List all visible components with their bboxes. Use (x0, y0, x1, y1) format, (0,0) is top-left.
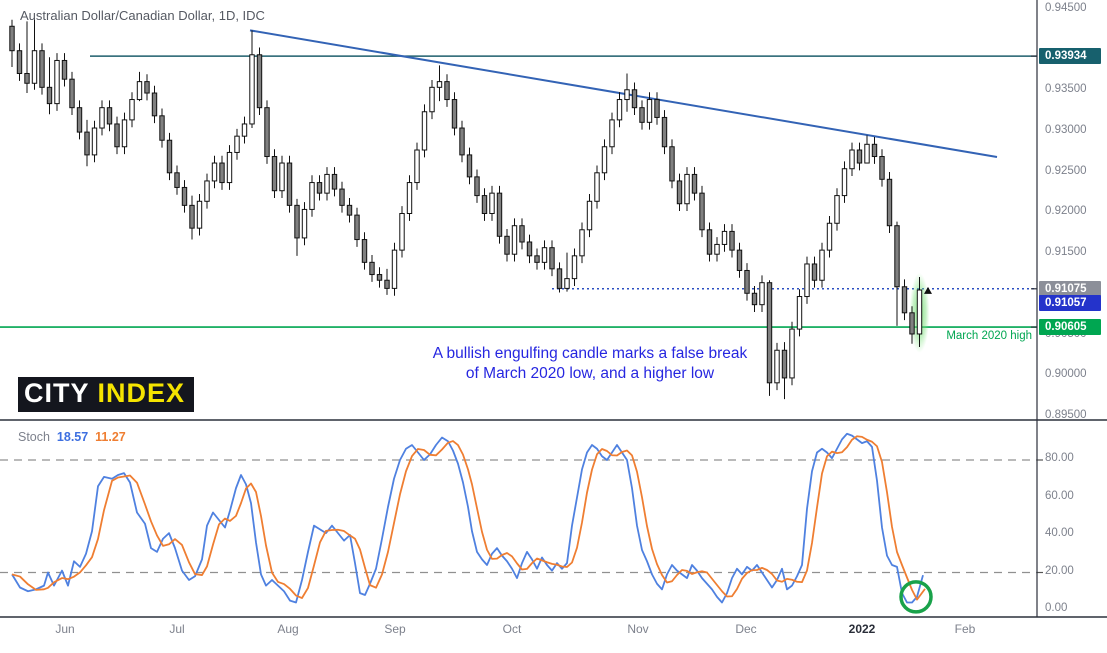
price-tick: 0.90000 (1045, 368, 1087, 380)
chart-title: Australian Dollar/Canadian Dollar, 1D, I… (20, 8, 265, 23)
stoch-tick: 20.00 (1045, 565, 1074, 577)
month-label: Jun (55, 622, 75, 636)
month-label: Sep (384, 622, 406, 636)
logo-word-index: INDEX (97, 378, 186, 408)
annotation-line-1: A bullish engulfing candle marks a false… (432, 345, 748, 362)
month-label: Oct (502, 622, 522, 636)
logo-word-city: CITY (24, 378, 90, 408)
stoch-tick: 40.00 (1045, 527, 1074, 539)
price-tick: 0.93000 (1045, 124, 1087, 136)
price-tick: 0.94500 (1045, 2, 1087, 14)
annotation-line-2: of March 2020 low, and a higher low (465, 365, 715, 382)
annotation-text: A bullish engulfing candle marks a false… (330, 344, 850, 384)
stoch-tick: 60.00 (1045, 490, 1074, 502)
year-label: 2022 (848, 622, 876, 636)
price-tick: 0.92000 (1045, 205, 1087, 217)
month-label: Jul (169, 622, 185, 636)
price-badge-march-high: 0.90605 (1039, 319, 1101, 335)
month-label: Aug (277, 622, 299, 636)
stoch-legend: Stoch 18.57 11.27 (18, 430, 126, 444)
price-tick: 0.91500 (1045, 246, 1087, 258)
stoch-k-value: 18.57 (56, 430, 89, 444)
month-label: Dec (735, 622, 757, 636)
month-label: Nov (627, 622, 649, 636)
price-tick: 0.89500 (1045, 409, 1087, 421)
march-2020-high-label: March 2020 high (946, 330, 1032, 342)
price-badge-level: 0.93934 (1039, 48, 1101, 64)
stoch-indicator-name[interactable]: Stoch (18, 430, 50, 444)
month-label: Feb (954, 622, 976, 636)
price-tick: 0.93500 (1045, 83, 1087, 95)
price-badge-countdown: 0.91075 (1039, 281, 1101, 297)
price-tick: 0.92500 (1045, 165, 1087, 177)
stoch-tick: 80.00 (1045, 452, 1074, 464)
stoch-tick: 0.00 (1045, 602, 1068, 614)
price-badge-last-price: 0.91057 (1039, 295, 1101, 311)
stoch-d-value: 11.27 (95, 430, 126, 444)
city-index-logo: CITY INDEX (18, 377, 195, 412)
